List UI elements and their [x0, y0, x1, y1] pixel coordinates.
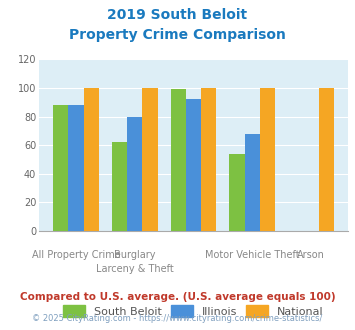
Text: Arson: Arson	[297, 250, 325, 260]
Text: Motor Vehicle Theft: Motor Vehicle Theft	[205, 250, 300, 260]
Bar	[112, 142, 127, 231]
Bar	[245, 134, 260, 231]
Text: All Property Crime: All Property Crime	[32, 250, 120, 260]
Text: © 2025 CityRating.com - https://www.cityrating.com/crime-statistics/: © 2025 CityRating.com - https://www.city…	[32, 314, 323, 323]
Bar	[127, 116, 142, 231]
Bar	[69, 105, 84, 231]
Text: 2019 South Beloit: 2019 South Beloit	[108, 8, 247, 22]
Bar	[201, 88, 217, 231]
Bar	[260, 88, 275, 231]
Bar	[318, 88, 334, 231]
Text: Compared to U.S. average. (U.S. average equals 100): Compared to U.S. average. (U.S. average …	[20, 292, 335, 302]
Bar	[142, 88, 158, 231]
Bar	[186, 99, 201, 231]
Bar	[53, 105, 69, 231]
Bar	[84, 88, 99, 231]
Text: Larceny & Theft: Larceny & Theft	[96, 264, 174, 274]
Bar	[229, 154, 245, 231]
Text: Burglary: Burglary	[114, 250, 155, 260]
Legend: South Beloit, Illinois, National: South Beloit, Illinois, National	[63, 305, 324, 317]
Text: Property Crime Comparison: Property Crime Comparison	[69, 28, 286, 42]
Bar	[170, 89, 186, 231]
